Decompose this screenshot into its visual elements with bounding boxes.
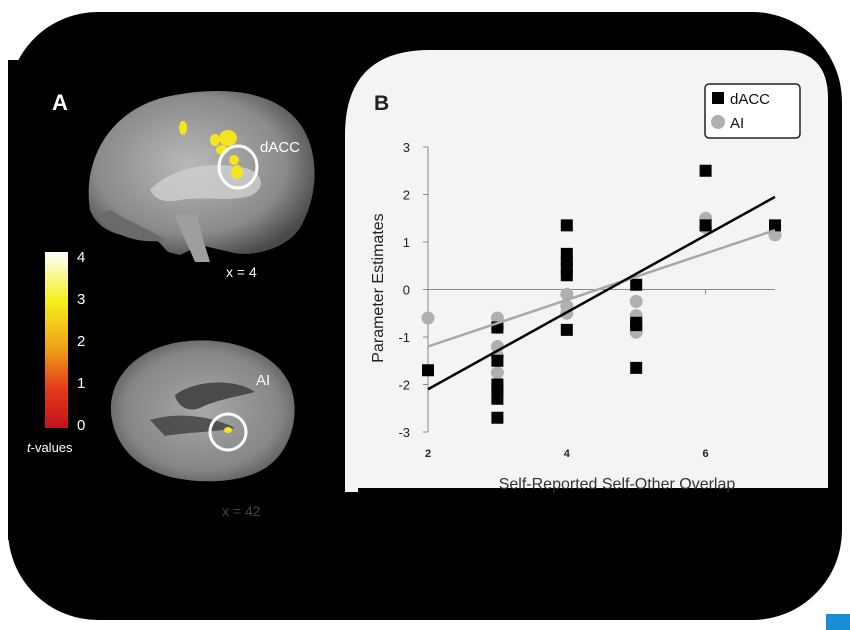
legend-label-dacc: dACC <box>730 91 770 108</box>
ai-fit-line <box>427 228 776 348</box>
dacc-roi-label: dACC <box>260 139 300 156</box>
y-tick-label: -2 <box>398 378 410 393</box>
dacc-point <box>630 278 643 291</box>
dacc-point <box>491 383 504 396</box>
slice-label-top: x = 4 <box>226 264 257 280</box>
legend-box <box>704 83 801 139</box>
x-tick-label: 6 <box>703 448 709 460</box>
ai-roi-circle <box>208 412 248 452</box>
colorbar-title-italic: t <box>27 440 32 455</box>
ai-point <box>560 287 574 301</box>
y-tick-label: -3 <box>398 425 410 440</box>
x-axis-label: Self-Reported Self-Other Overlap <box>499 476 736 493</box>
panel-a: A dACC x = 4 AI <box>27 90 315 519</box>
legend-marker-dacc <box>712 92 724 104</box>
dacc-point <box>491 392 504 405</box>
dacc-point <box>560 269 573 282</box>
legend-label-ai: AI <box>730 115 744 132</box>
x-tick-label: 2 <box>425 448 431 460</box>
x-tick-label: 4 <box>564 448 571 460</box>
scatter-plot: 3 2 1 0 -1 -2 -3 2 4 6 <box>398 140 782 460</box>
dacc-point <box>630 361 643 374</box>
dacc-fit-line <box>427 195 776 391</box>
y-tick-label: 0 <box>403 283 410 298</box>
dacc-point <box>491 354 504 367</box>
dacc-point <box>491 411 504 424</box>
dacc-point <box>699 219 712 232</box>
dacc-point <box>560 219 573 232</box>
dacc-point <box>560 323 573 336</box>
ai-point <box>421 311 435 325</box>
colorbar-tick: 1 <box>77 375 85 392</box>
ai-point <box>629 294 643 308</box>
y-axis-label: Parameter Estimates <box>370 213 387 362</box>
colorbar-tick: 2 <box>77 333 85 350</box>
panel-b-occluder <box>358 488 828 548</box>
colorbar-title: t-values <box>27 440 73 455</box>
panel-b-background <box>345 50 828 492</box>
colorbar-tick: 4 <box>77 249 85 266</box>
panel-a-letter: A <box>52 90 68 115</box>
colorbar-tick: 0 <box>77 417 85 434</box>
dacc-point <box>769 219 781 232</box>
y-tick-label: 3 <box>403 140 410 155</box>
brain-sagittal-bottom <box>110 340 295 482</box>
y-tick-label: 1 <box>403 235 410 250</box>
ai-point <box>490 366 504 380</box>
y-tick-label: 2 <box>403 188 410 203</box>
colorbar-title-rest: -values <box>31 440 73 455</box>
dacc-point <box>699 164 712 177</box>
colorbar-tick: 3 <box>77 291 85 308</box>
dacc-point <box>422 364 434 377</box>
dacc-activation-blobs <box>179 121 243 179</box>
panel-b-letter: B <box>374 92 389 115</box>
colorbar <box>45 252 68 428</box>
ai-activation-blob <box>224 427 232 433</box>
panel-b: B dACC AI 3 2 1 0 -1 -2 -3 2 4 6 Parameter Estima… <box>345 50 828 548</box>
dacc-roi-circle <box>217 144 259 190</box>
slice-label-bottom: x = 42 <box>222 503 261 519</box>
dacc-point <box>630 319 643 332</box>
y-tick-label: -1 <box>398 330 410 345</box>
legend-marker-ai <box>711 115 725 129</box>
corner-blue-stripe <box>826 614 850 630</box>
brain-sagittal-top <box>88 91 315 262</box>
ai-roi-label: AI <box>256 372 270 389</box>
legend: dACC AI <box>704 83 801 139</box>
